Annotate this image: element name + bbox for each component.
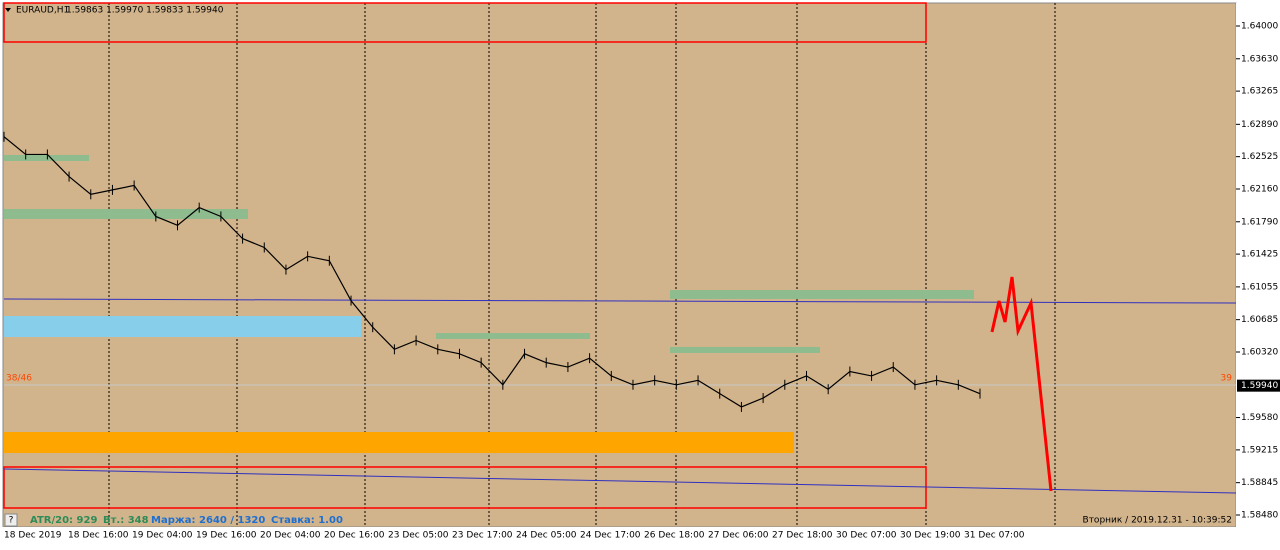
price-label: 1.62890 (1241, 120, 1278, 130)
help[interactable]: ? (9, 516, 14, 526)
price-label: 1.59215 (1241, 445, 1278, 455)
price-label: 1.61425 (1241, 250, 1278, 260)
time-label: 24 Dec 05:00 (516, 531, 577, 541)
time-label: 19 Dec 04:00 (132, 531, 193, 541)
time-axis (0, 527, 1280, 546)
time-label: 31 Dec 07:00 (964, 531, 1025, 541)
rate: Ставка: 1.00 (271, 515, 343, 526)
symbol: EURAUD,H1 (16, 6, 69, 16)
time-label: 24 Dec 17:00 (580, 531, 641, 541)
time-label: 20 Dec 16:00 (324, 531, 385, 541)
ohlc: 1.59863 1.59970 1.59833 1.59940 (66, 6, 224, 16)
time-label: 18 Dec 2019 (4, 531, 62, 541)
time-label: 20 Dec 04:00 (260, 531, 321, 541)
help-button[interactable] (4, 513, 18, 527)
current-price-box (1237, 379, 1280, 392)
price-label: 1.60320 (1241, 348, 1278, 358)
right-counter: 39 (1221, 374, 1233, 384)
left-counter: 38/46 (6, 374, 32, 384)
time-label: 19 Dec 16:00 (196, 531, 257, 541)
time-label: 30 Dec 19:00 (900, 531, 961, 541)
zones (3, 2, 1237, 509)
price-label: 1.62160 (1241, 185, 1278, 195)
menu-arrow[interactable] (5, 8, 11, 12)
price-label: 1.61790 (1241, 217, 1278, 227)
lots: Вт.: 348 (103, 515, 149, 526)
time-label: 27 Dec 06:00 (708, 531, 769, 541)
price-label: 1.59580 (1241, 413, 1278, 423)
datetime: Вторник / 2019.12.31 - 10:39:52 (1083, 516, 1232, 526)
price-label: 1.58480 (1241, 511, 1278, 521)
price-label: 1.61055 (1241, 282, 1278, 292)
atr: ATR/20: 929 (30, 515, 97, 526)
time-label: 27 Dec 18:00 (772, 531, 833, 541)
price-line (3, 136, 981, 408)
price-label: 1.63265 (1241, 87, 1278, 97)
price-label: 1.58845 (1241, 478, 1278, 488)
time-label: 23 Dec 05:00 (388, 531, 449, 541)
time-label: 26 Dec 18:00 (644, 531, 705, 541)
price-label: 1.60685 (1241, 315, 1278, 325)
margin: Маржа: 2640 / 1320 (151, 515, 265, 526)
time-label: 18 Dec 16:00 (68, 531, 129, 541)
current-price: 1.59940 (1241, 381, 1278, 391)
time-label: 30 Dec 07:00 (836, 531, 897, 541)
price-label: 1.63630 (1241, 54, 1278, 64)
price-label: 1.62525 (1241, 152, 1278, 162)
time-label: 23 Dec 17:00 (452, 531, 513, 541)
price-label: 1.64000 (1241, 22, 1278, 32)
price-axis (1236, 3, 1280, 527)
